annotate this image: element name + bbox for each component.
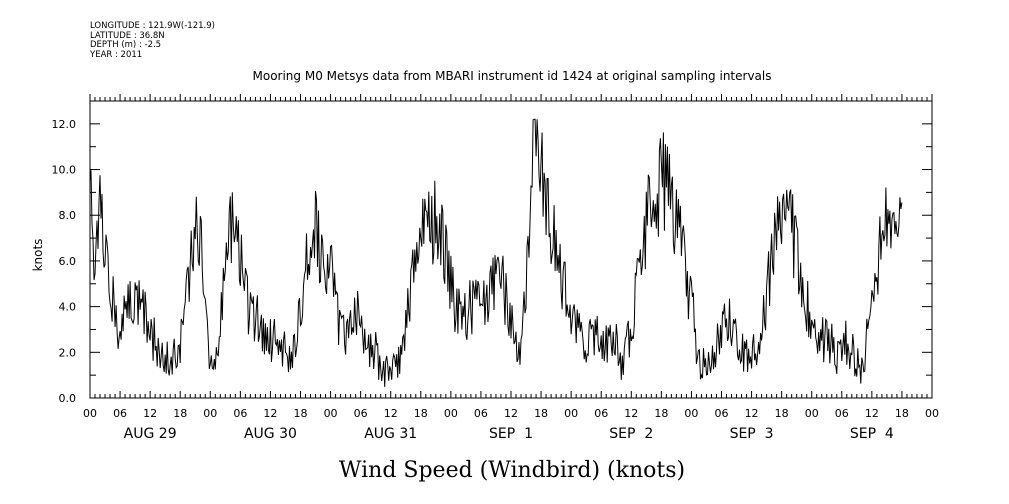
day-label: SEP 3 [730,426,774,442]
day-labels: AUG 29 AUG 30 AUG 31 SEP 1 SEP 2 SEP 3 SEP 4 [124,426,894,442]
plot-axes [89,94,933,399]
x-tick-label: 12 [624,407,638,420]
x-tick-label: 00 [444,407,458,420]
longitude-text: LONGITUDE : 121.9W(-121.9) [90,21,215,31]
day-label: AUG 29 [124,426,177,442]
x-tick-label: 06 [715,407,729,420]
x-tick-labels: 00 06 12 18 00 06 12 18 00 06 12 18 00 06 12 18 00 06 12 18… [83,407,939,420]
x-tick-label: 06 [354,407,368,420]
x-tick-label: 06 [474,407,488,420]
x-tick-label: 12 [384,407,398,420]
x-tick-label: 18 [173,407,187,420]
x-tick-label: 18 [534,407,548,420]
x-tick-label: 18 [895,407,909,420]
y-tick-label: 12.0 [52,118,77,131]
x-tick-label: 00 [83,407,97,420]
x-tick-label: 18 [654,407,668,420]
year-text: YEAR : 2011 [90,49,143,60]
x-tick-label: 00 [564,407,578,420]
day-label: SEP 2 [609,426,653,442]
day-label: SEP 1 [489,426,533,442]
y-tick-labels: 0.0 2.0 4.0 6.0 8.0 10.0 12.0 [52,118,77,405]
y-tick-label: 8.0 [59,209,77,222]
mooring-metadata: LONGITUDE : 121.9W(-121.9) LATITUDE : 36… [90,21,215,60]
x-tick-label: 18 [294,407,308,420]
x-tick-label: 18 [775,407,789,420]
chart-title: Mooring M0 Metsys data from MBARI instru… [253,69,772,83]
x-tick-label: 12 [504,407,518,420]
depth-text: DEPTH (m) : -2.5 [90,40,162,50]
day-label: AUG 30 [244,426,297,442]
x-tick-label: 00 [925,407,939,420]
y-tick-label: 2.0 [59,346,77,359]
x-tick-label: 06 [835,407,849,420]
x-tick-label: 00 [805,407,819,420]
x-tick-label: 00 [684,407,698,420]
y-axis-label: knots [31,239,45,272]
x-axis-caption: Wind Speed (Windbird) (knots) [339,458,685,483]
latitude-text: LATITUDE : 36.8N [90,30,165,41]
y-tick-label: 6.0 [59,255,77,268]
x-tick-label: 12 [263,407,277,420]
x-tick-label: 12 [865,407,879,420]
x-tick-label: 18 [414,407,428,420]
x-tick-label: 06 [113,407,127,420]
y-tick-label: 10.0 [52,164,77,177]
x-tick-label: 00 [203,407,217,420]
y-tick-label: 4.0 [59,301,77,314]
wind-speed-series [89,118,903,387]
x-tick-label: 12 [143,407,157,420]
y-tick-label: 0.0 [59,392,77,405]
x-tick-label: 06 [233,407,247,420]
day-label: SEP 4 [850,426,894,442]
x-tick-label: 00 [324,407,338,420]
day-label: AUG 31 [364,426,417,442]
x-tick-label: 12 [745,407,759,420]
x-tick-label: 06 [594,407,608,420]
